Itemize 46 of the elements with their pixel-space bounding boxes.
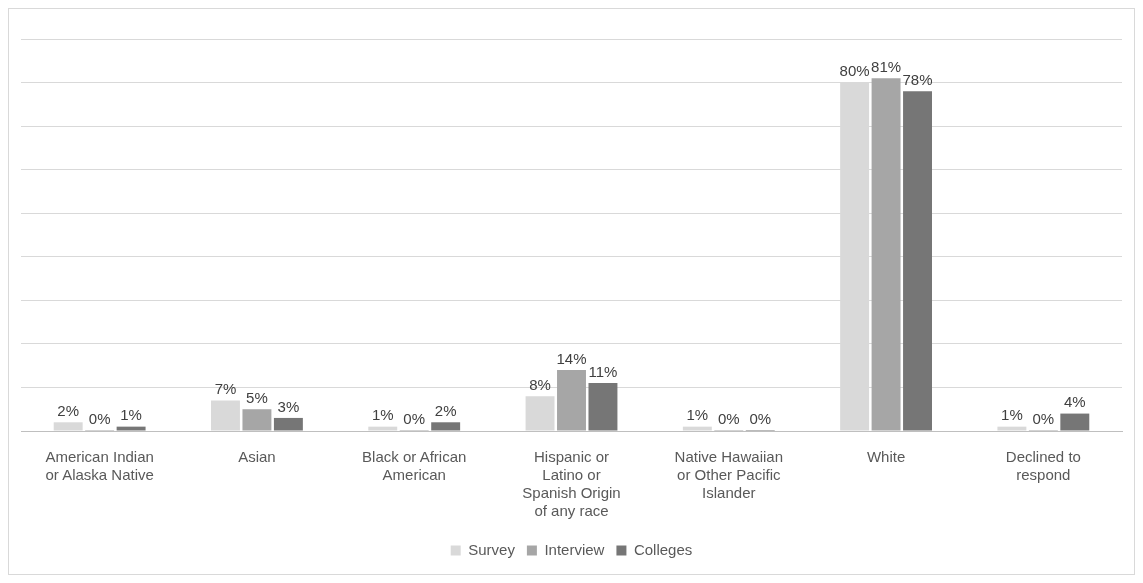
data-label: 2% — [434, 401, 457, 419]
data-label: 11% — [588, 362, 618, 380]
bar — [116, 426, 146, 431]
bar — [273, 417, 303, 431]
bar — [431, 422, 461, 431]
data-label: 0% — [88, 409, 111, 427]
bar — [903, 91, 932, 431]
data-label: 8% — [529, 375, 551, 393]
data-label: 7% — [214, 380, 237, 398]
bar — [588, 383, 618, 431]
bar — [1060, 413, 1090, 431]
bar — [997, 426, 1027, 431]
data-label: 1% — [1001, 406, 1023, 424]
legend-label: Interview — [544, 540, 605, 558]
bar — [682, 426, 712, 431]
data-label: 1% — [686, 406, 709, 424]
bar — [53, 422, 83, 431]
legend-label: Colleges — [633, 540, 693, 558]
legend-label: Survey — [468, 540, 516, 558]
bar — [242, 409, 272, 431]
bar — [368, 426, 398, 431]
bar — [871, 78, 901, 431]
data-label: 5% — [246, 388, 268, 406]
data-label: 80% — [839, 62, 870, 80]
data-label: 4% — [1063, 393, 1086, 411]
data-label: 78% — [902, 70, 933, 88]
data-label: 1% — [371, 406, 394, 424]
data-label: 14% — [556, 349, 587, 367]
bar — [525, 396, 555, 431]
bar — [211, 400, 240, 431]
x-tick-label: Declined to respond — [1005, 448, 1081, 484]
data-label: 0% — [717, 409, 740, 427]
data-label: 1% — [120, 406, 142, 424]
data-label: 0% — [1032, 409, 1055, 427]
x-tick-label: Hispanic or Latino or Spanish Origin of any race — [522, 448, 621, 520]
data-label: 2% — [57, 401, 80, 419]
x-tick-label: Native Hawaiian or Other Pacific Islander — [674, 448, 783, 502]
bar — [557, 370, 586, 431]
data-label: 0% — [749, 409, 772, 427]
x-tick-label: Black or African American — [362, 448, 467, 484]
x-tick-label: Asian — [238, 448, 276, 466]
x-tick-label: White — [866, 448, 906, 466]
data-label: 81% — [871, 57, 902, 75]
data-label: 0% — [403, 409, 426, 427]
x-tick-label: American Indian or Alaska Native — [45, 448, 154, 484]
data-label: 3% — [277, 397, 300, 415]
